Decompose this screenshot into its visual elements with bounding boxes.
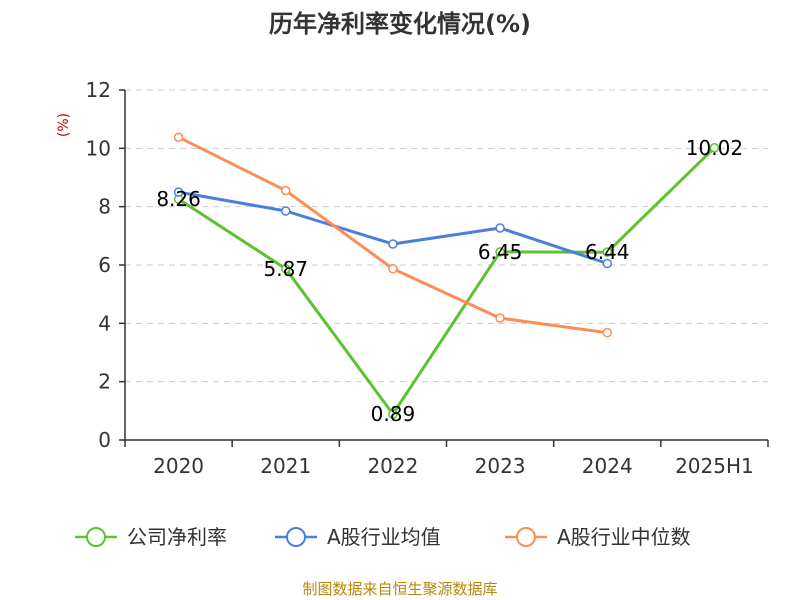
data-label: 10.02 [686,136,743,160]
y-tick-label: 6 [98,253,111,277]
data-point [602,327,612,338]
x-tick-label: 2022 [367,454,418,478]
data-labels: 8.26 5.87 0.89 6.45 6.44 10.02 [156,136,743,426]
data-point [281,264,291,274]
source-note: 制图数据来自恒生聚源数据库 [302,580,497,598]
grid [125,89,768,383]
data-point [602,247,612,257]
legend-label: A股行业均值 [327,525,441,549]
data-point [602,258,612,269]
data-label: 0.89 [371,402,416,426]
data-point [388,239,398,249]
legend-swatch-marker [86,527,106,547]
data-point [281,185,291,196]
data-point [281,206,291,216]
data-point [495,313,505,323]
y-tick-label: 8 [98,195,111,219]
y-tick-label: 4 [98,311,111,335]
y-tick-label: 0 [98,428,111,452]
y-tick-label: 12 [86,78,111,102]
data-label: 6.45 [478,240,523,264]
axes: 0 2 4 6 8 10 12 2020 2021 2022 2023 2024 2025H1 [86,78,769,478]
data-point [495,247,505,257]
y-axis-unit-label: (%) [56,113,72,137]
legend-label: 公司净利率 [127,525,227,549]
legend-label: A股行业中位数 [557,525,691,549]
series-line [177,146,716,416]
data-point [173,132,184,142]
data-label: 6.44 [585,240,630,264]
y-tick-label: 10 [86,136,111,160]
chart-title: 历年净利率变化情况(%) [269,10,531,38]
y-tick-label: 2 [98,370,111,394]
legend-swatch-marker [516,527,536,547]
legend-swatch-marker [286,527,306,547]
x-tick-label: 2024 [582,454,633,478]
x-tick-label: 2023 [475,454,526,478]
series-lines [173,132,720,419]
data-label: 5.87 [263,257,308,281]
x-tick-label: 2021 [260,454,311,478]
data-point [709,143,720,153]
data-point [388,264,398,274]
x-tick-label: 2025H1 [675,454,754,478]
data-point [388,409,398,419]
data-label: 8.26 [156,187,201,211]
data-point [173,187,184,197]
data-point [495,223,505,233]
x-tick-label: 2020 [153,454,204,478]
legend: 公司净利率 A股行业均值 A股行业中位数 [75,525,691,549]
series-line [177,135,608,335]
